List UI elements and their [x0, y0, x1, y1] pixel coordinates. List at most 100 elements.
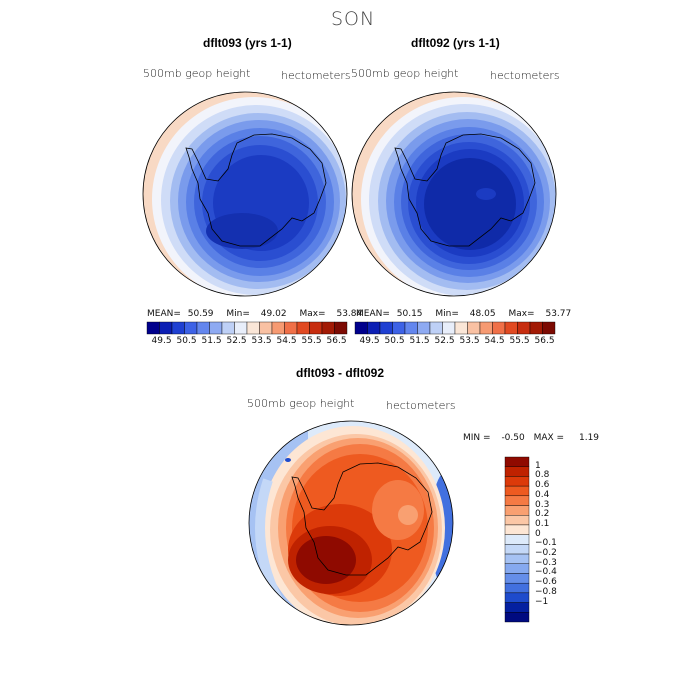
colorbar-swatch [504, 553, 530, 564]
colorbar-swatch [246, 321, 260, 335]
panel-2-polar-map [351, 91, 557, 297]
colorbar-swatch [504, 612, 530, 623]
colorbar-swatch [296, 321, 310, 335]
colorbar-tick-label: 0.1 [535, 518, 550, 529]
panel-2-units: hectometers [490, 69, 560, 82]
colorbar-tick-label: 50.5 [176, 336, 197, 346]
colorbar-tick-label: 53.5 [251, 336, 272, 346]
contour-band [372, 480, 424, 540]
colorbar-swatch [234, 321, 248, 335]
colorbar-swatch [429, 321, 443, 335]
contour-band [206, 213, 278, 249]
colorbar-swatch [309, 321, 323, 335]
colorbar-swatch [196, 321, 210, 335]
min-value: 49.02 [260, 309, 287, 319]
colorbar-tick-label: 52.5 [226, 336, 247, 346]
colorbar-tick-label: −0.4 [535, 567, 557, 578]
colorbar-tick-label: −0.6 [535, 577, 557, 588]
colorbar-swatch [504, 544, 530, 555]
colorbar-tick-label: 49.5 [359, 336, 380, 346]
diff-units: hectometers [386, 399, 456, 412]
diff-stats: MIN = -0.50 MAX = 1.19 [463, 433, 599, 443]
panel-1-units: hectometers [281, 69, 351, 82]
colorbar-swatch [542, 321, 556, 335]
colorbar-swatch [354, 321, 368, 335]
panel-2-colorbar [354, 321, 556, 335]
colorbar-tick-label: 1 [535, 460, 541, 471]
colorbar-swatch [467, 321, 481, 335]
panel-1-stats: MEAN= 50.59 Min= 49.02 Max= 53.84 [147, 309, 362, 319]
panel-2-stats: MEAN= 50.15 Min= 48.05 Max= 53.77 [356, 309, 571, 319]
colorbar-swatch [454, 321, 468, 335]
max-label: Max= [299, 309, 326, 319]
colorbar-tick-label: 0.6 [535, 480, 550, 491]
colorbar-tick-label: 56.5 [326, 336, 347, 346]
colorbar-swatch [504, 515, 530, 526]
antarctica-coastline [291, 462, 433, 576]
colorbar-tick-label: 54.5 [484, 336, 505, 346]
colorbar-swatch [367, 321, 381, 335]
colorbar-swatch [504, 456, 530, 467]
colorbar-swatch [209, 321, 223, 335]
colorbar-tick-label: 54.5 [276, 336, 297, 346]
colorbar-tick-label: 51.5 [409, 336, 430, 346]
map-boundary [142, 91, 348, 297]
colorbar-tick-label: 50.5 [384, 336, 405, 346]
colorbar-swatch [504, 582, 530, 594]
colorbar-swatch [504, 524, 530, 535]
colorbar-tick-label: 0.4 [535, 489, 550, 500]
colorbar-swatch [379, 321, 393, 335]
colorbar-swatch [321, 321, 335, 335]
colorbar-swatch [184, 321, 198, 335]
map-boundary [351, 91, 557, 297]
colorbar-swatch [334, 321, 348, 335]
min-value: 48.05 [469, 309, 496, 319]
colorbar-swatch [159, 321, 173, 335]
colorbar-swatch [504, 602, 530, 613]
min-label: Min= [435, 309, 459, 319]
colorbar-swatch [417, 321, 431, 335]
colorbar-swatch [504, 505, 530, 516]
colorbar-swatch [504, 573, 530, 584]
colorbar-tick-label: 51.5 [201, 336, 222, 346]
panel-1-title: dflt093 (yrs 1-1) [203, 36, 292, 50]
colorbar-swatch [504, 485, 530, 497]
mean-value: 50.15 [396, 309, 423, 319]
panel-2-variable: 500mb geop height [351, 67, 459, 80]
mean-label: MEAN= [147, 309, 181, 319]
colorbar-tick-label: 0.8 [535, 470, 550, 481]
colorbar-swatch [392, 321, 406, 335]
panel-2-title: dflt092 (yrs 1-1) [411, 36, 500, 50]
contour-band [296, 536, 356, 584]
colorbar-tick-label: 52.5 [434, 336, 455, 346]
colorbar-tick-label: 0.3 [535, 499, 550, 510]
colorbar-swatch [504, 563, 530, 574]
colorbar-tick-label: 0.2 [535, 509, 550, 520]
mean-label: MEAN= [356, 309, 390, 319]
colorbar-tick-label: 0 [535, 528, 541, 539]
colorbar-tick-label: −0.8 [535, 586, 557, 597]
max-value: 53.77 [545, 309, 572, 319]
colorbar-swatch [259, 321, 273, 335]
colorbar-tick-label: 56.5 [534, 336, 555, 346]
colorbar-swatch [529, 321, 543, 335]
colorbar-swatch [146, 321, 160, 335]
colorbar-swatch [271, 321, 285, 335]
contour-band [398, 505, 418, 525]
colorbar-tick-label: −0.2 [535, 548, 557, 559]
max-value: 53.84 [336, 309, 363, 319]
max-value: 1.19 [578, 433, 600, 443]
min-label: MIN = [463, 433, 491, 443]
colorbar-swatch [504, 321, 518, 335]
mean-value: 50.59 [187, 309, 214, 319]
colorbar-swatch [504, 592, 530, 603]
contour-band [285, 458, 291, 462]
colorbar-swatch [404, 321, 418, 335]
colorbar-swatch [504, 495, 530, 506]
contour-band [476, 188, 496, 200]
colorbar-tick-label: 55.5 [509, 336, 530, 346]
colorbar-swatch [504, 476, 530, 487]
contour-band [255, 478, 283, 603]
colorbar-tick-label: −0.1 [535, 538, 557, 549]
colorbar-swatch [442, 321, 456, 335]
